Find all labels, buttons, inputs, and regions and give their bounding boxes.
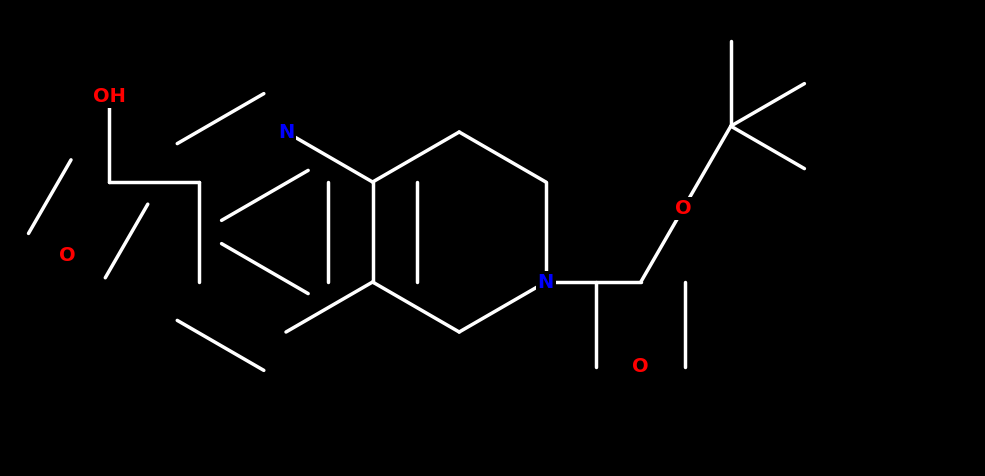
Text: OH: OH	[93, 88, 126, 107]
Text: N: N	[278, 122, 295, 141]
Text: O: O	[632, 357, 649, 377]
Text: O: O	[58, 246, 75, 265]
Text: N: N	[538, 272, 554, 291]
Text: O: O	[675, 199, 691, 218]
